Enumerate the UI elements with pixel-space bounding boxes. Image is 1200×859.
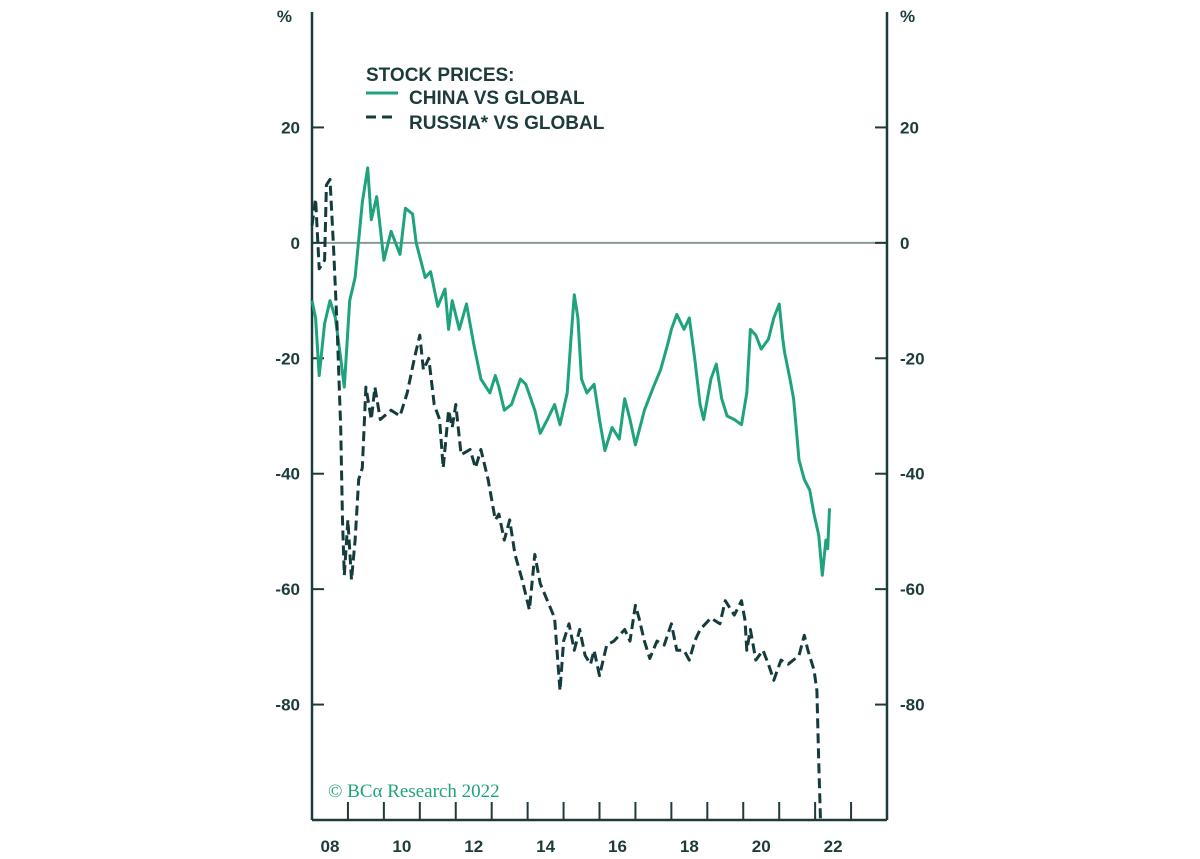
legend-label-china: CHINA VS GLOBAL: [409, 88, 585, 109]
axes: 20 20 0 0 -20 -20 -40 -40 -60 -60 -80 -80 08 10 12 14 16…: [275, 12, 925, 856]
x-tick-label: 18: [680, 837, 699, 856]
y-tick-label-left: -60: [275, 580, 300, 599]
y-tick-label-right: -80: [900, 696, 925, 715]
y-tick-label-left: -80: [275, 696, 300, 715]
x-tick-label: 14: [536, 837, 555, 856]
y-tick-label-left: 20: [281, 118, 300, 137]
series-china-vs-global: [310, 166, 831, 577]
legend: STOCK PRICES: CHINA VS GLOBAL RUSSIA* VS…: [366, 65, 605, 134]
y-tick-label-right: -40: [900, 465, 925, 484]
x-tick-label: 22: [824, 837, 843, 856]
x-tick-label: 16: [608, 837, 627, 856]
series-group: [310, 166, 831, 821]
y-tick-label-right: -20: [900, 349, 925, 368]
y-tick-label-left: 0: [291, 234, 300, 253]
x-tick-label: 12: [464, 837, 483, 856]
y-tick-label-left: -20: [275, 349, 300, 368]
y-tick-label-right: 0: [900, 234, 909, 253]
y-axis-unit-right: %: [900, 7, 915, 26]
x-tick-label: 10: [392, 837, 411, 856]
x-tick-label: 08: [321, 837, 340, 856]
legend-title: STOCK PRICES:: [366, 65, 515, 86]
y-tick-label-left: -40: [275, 465, 300, 484]
y-tick-label-right: 20: [900, 118, 919, 137]
y-axis-unit-left: %: [277, 7, 292, 26]
series-russia-vs-global: [310, 177, 822, 821]
y-tick-label-right: -60: [900, 580, 925, 599]
legend-label-russia: RUSSIA* VS GLOBAL: [409, 113, 605, 134]
credit-text: © BCα Research 2022: [328, 781, 500, 802]
x-tick-label: 20: [752, 837, 771, 856]
